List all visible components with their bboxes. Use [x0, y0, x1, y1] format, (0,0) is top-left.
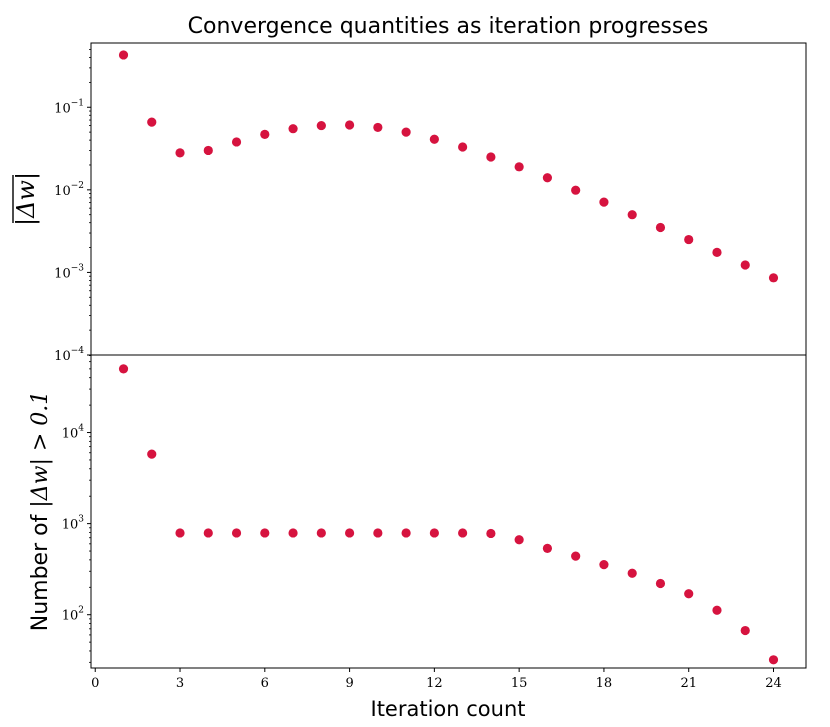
x-tick-label: 0 — [91, 676, 99, 691]
bottom-point — [486, 528, 496, 539]
top-point — [514, 162, 524, 172]
bottom-point — [344, 528, 355, 538]
bottom-point — [203, 528, 213, 538]
top-series-points — [118, 50, 779, 283]
top-y-tick-label: 10−3 — [54, 263, 84, 281]
bottom-point — [627, 568, 637, 578]
bottom-point — [571, 551, 581, 561]
bottom-point — [288, 528, 298, 538]
bottom-point — [599, 559, 609, 570]
top-point — [344, 120, 355, 130]
top-point — [118, 50, 129, 60]
bottom-point — [655, 578, 666, 589]
top-point — [571, 185, 581, 195]
top-point — [316, 120, 326, 131]
bottom-point — [118, 364, 129, 374]
top-point — [684, 234, 694, 245]
x-tick-label: 15 — [511, 676, 528, 691]
bottom-point — [231, 528, 242, 538]
x-axis-label: Iteration count — [371, 697, 526, 721]
top-point — [203, 145, 213, 156]
top-y-tick-label: 10−2 — [54, 181, 84, 199]
top-point — [288, 124, 298, 134]
bottom-point — [429, 528, 439, 538]
bottom-point — [458, 528, 468, 538]
top-point — [458, 142, 468, 152]
x-tick-label: 18 — [596, 676, 613, 691]
bottom-point — [542, 543, 553, 553]
bottom-ylabel: Number of |Δw| > 0.1 — [28, 391, 53, 632]
bottom-point — [684, 589, 694, 599]
top-ylabel-text: |Δw| — [12, 172, 41, 226]
bottom-ylabel-text: Number of |Δw| > 0.1 — [28, 391, 53, 632]
x-tick-label: 6 — [261, 676, 269, 691]
top-point — [429, 134, 439, 144]
x-tick-label: 24 — [765, 676, 782, 691]
x-tick-label: 9 — [345, 676, 353, 691]
top-point — [627, 210, 637, 220]
top-point — [599, 197, 609, 207]
bottom-point — [768, 655, 779, 665]
top-point — [768, 273, 779, 283]
bottom-y-tick-label: 102 — [62, 606, 84, 624]
chart-title: Convergence quantities as iteration prog… — [188, 14, 709, 39]
top-point — [175, 148, 185, 158]
top-point — [260, 129, 270, 139]
bottom-point — [514, 535, 524, 545]
x-tick-label: 21 — [680, 676, 697, 691]
bottom-ylabel-math: |Δw| > 0.1 — [28, 391, 53, 508]
top-point — [231, 137, 242, 147]
top-point — [401, 127, 411, 137]
bottom-point — [740, 625, 750, 636]
bottom-series-points — [118, 364, 779, 665]
bottom-point — [373, 528, 383, 538]
top-point — [486, 152, 496, 162]
x-axis: 0 3 6 9 12 15 18 21 24 — [91, 668, 782, 691]
bottom-ylabel-prefix: Number of — [28, 508, 53, 632]
top-point — [542, 173, 553, 183]
top-y-tick-label: 10−1 — [54, 98, 84, 116]
top-point — [712, 247, 722, 257]
bottom-point — [401, 528, 411, 538]
top-y-tick-label: 10−4 — [54, 346, 84, 364]
top-ylabel: |Δw| — [12, 172, 41, 226]
bottom-point — [260, 528, 270, 538]
top-point — [147, 117, 157, 127]
top-point — [655, 222, 666, 233]
bottom-point — [712, 605, 722, 615]
top-y-axis: 10−1 10−2 10−3 10−4 — [54, 49, 91, 364]
bottom-point — [316, 528, 326, 538]
bottom-y-axis: 102 103 104 — [62, 355, 91, 663]
bottom-point — [175, 528, 185, 538]
bottom-point — [147, 449, 157, 459]
x-tick-label: 3 — [176, 676, 184, 691]
bottom-panel-frame — [90, 354, 807, 669]
top-point — [740, 260, 750, 270]
bottom-y-tick-label: 104 — [62, 424, 85, 442]
x-tick-label: 12 — [426, 676, 443, 691]
bottom-y-tick-label: 103 — [62, 515, 85, 533]
top-point — [373, 122, 383, 133]
